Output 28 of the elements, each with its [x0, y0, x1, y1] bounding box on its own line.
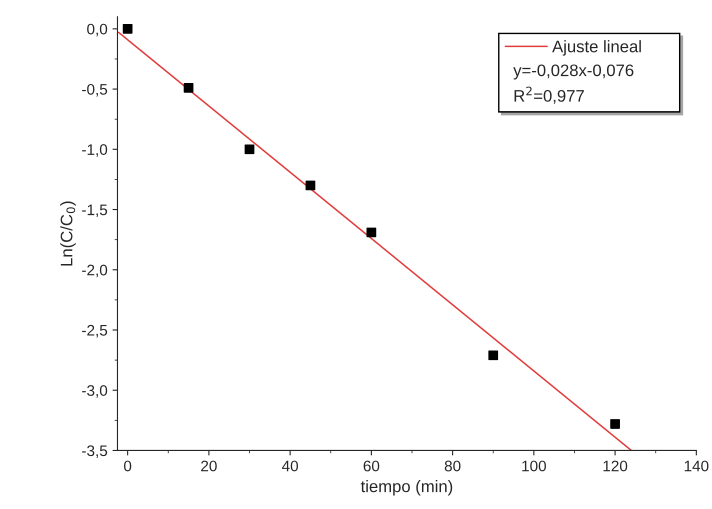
x-tick-label: 40: [282, 460, 298, 472]
y-tick-label: -3,5: [82, 445, 108, 458]
x-axis-title: tiempo (min): [360, 480, 452, 496]
y-axis-title: Ln(C/C$_{0}$): [60, 202, 76, 266]
annotation: R$^{2}$=0,977: [514, 86, 584, 104]
x-tick-label: 80: [444, 460, 461, 472]
x-tick-label: 100: [522, 460, 546, 472]
y-tick-label: -3,0: [82, 385, 108, 398]
y-tick-label: -1,5: [82, 204, 108, 218]
point: [122, 24, 132, 34]
y-tick-label: -0,5: [82, 84, 108, 97]
legend-label: Ajuste lineal: [552, 40, 641, 56]
x-tick-label: 20: [201, 460, 217, 472]
y-tick-label: -1,0: [82, 144, 108, 157]
point: [366, 228, 376, 238]
point: [306, 180, 316, 190]
point: [610, 419, 620, 429]
y-tick-label: -2,5: [82, 324, 108, 338]
y-tick-label: -2,0: [82, 264, 108, 278]
x-tick-label: 120: [604, 460, 628, 472]
point: [244, 144, 254, 154]
point: [488, 350, 498, 360]
annotation: y=-0,028x-0,076: [513, 64, 634, 80]
x-tick-label: 140: [684, 460, 708, 472]
x-tick-label: 0: [124, 460, 132, 472]
x-tick-label: 60: [364, 460, 380, 472]
point: [184, 83, 194, 93]
y-tick-label: 0,0: [87, 24, 108, 36]
